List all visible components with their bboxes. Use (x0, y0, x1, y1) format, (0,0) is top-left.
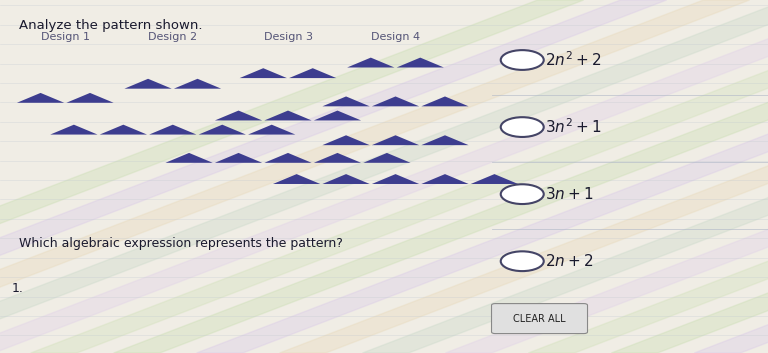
Text: $2n^2 + 2$: $2n^2 + 2$ (545, 51, 601, 69)
Circle shape (501, 184, 544, 204)
Polygon shape (314, 110, 361, 120)
Polygon shape (362, 0, 768, 353)
Text: Design 1: Design 1 (41, 32, 90, 42)
Polygon shape (165, 153, 213, 163)
Polygon shape (240, 68, 287, 78)
Text: Design 3: Design 3 (263, 32, 313, 42)
Polygon shape (215, 110, 262, 120)
Text: $3n + 1$: $3n + 1$ (545, 186, 594, 202)
Polygon shape (528, 0, 768, 353)
Polygon shape (422, 135, 468, 145)
Polygon shape (372, 174, 419, 184)
Polygon shape (50, 125, 98, 134)
Polygon shape (422, 174, 468, 184)
Polygon shape (174, 79, 221, 89)
FancyBboxPatch shape (492, 304, 588, 334)
Polygon shape (372, 135, 419, 145)
Polygon shape (0, 0, 584, 353)
Polygon shape (0, 0, 750, 353)
Polygon shape (264, 153, 312, 163)
Polygon shape (372, 96, 419, 106)
Polygon shape (323, 174, 369, 184)
Polygon shape (611, 0, 768, 353)
Polygon shape (215, 153, 262, 163)
Polygon shape (66, 93, 114, 103)
Text: Design 4: Design 4 (371, 32, 420, 42)
Text: 1.: 1. (12, 282, 23, 295)
Text: $3n^2 + 1$: $3n^2 + 1$ (545, 118, 601, 136)
Polygon shape (199, 125, 246, 134)
Polygon shape (248, 125, 296, 134)
Polygon shape (264, 110, 312, 120)
Polygon shape (149, 125, 197, 134)
Polygon shape (396, 58, 444, 67)
Text: Analyze the pattern shown.: Analyze the pattern shown. (19, 19, 203, 32)
Polygon shape (31, 0, 768, 353)
Text: $2n + 2$: $2n + 2$ (545, 253, 594, 269)
Polygon shape (347, 58, 395, 67)
Polygon shape (114, 0, 768, 353)
Polygon shape (280, 0, 768, 353)
Text: CLEAR ALL: CLEAR ALL (513, 313, 566, 324)
Text: Which algebraic expression represents the pattern?: Which algebraic expression represents th… (19, 237, 343, 250)
Polygon shape (0, 0, 667, 353)
Circle shape (501, 50, 544, 70)
Polygon shape (124, 79, 172, 89)
Polygon shape (445, 0, 768, 353)
Polygon shape (289, 68, 336, 78)
Polygon shape (197, 0, 768, 353)
Polygon shape (100, 125, 147, 134)
Polygon shape (273, 174, 320, 184)
Text: Design 2: Design 2 (148, 32, 197, 42)
Polygon shape (17, 93, 65, 103)
Polygon shape (694, 0, 768, 353)
Polygon shape (363, 153, 411, 163)
Polygon shape (471, 174, 518, 184)
Polygon shape (323, 135, 369, 145)
Circle shape (501, 251, 544, 271)
Polygon shape (314, 153, 361, 163)
Polygon shape (422, 96, 468, 106)
Circle shape (501, 117, 544, 137)
Polygon shape (323, 96, 369, 106)
